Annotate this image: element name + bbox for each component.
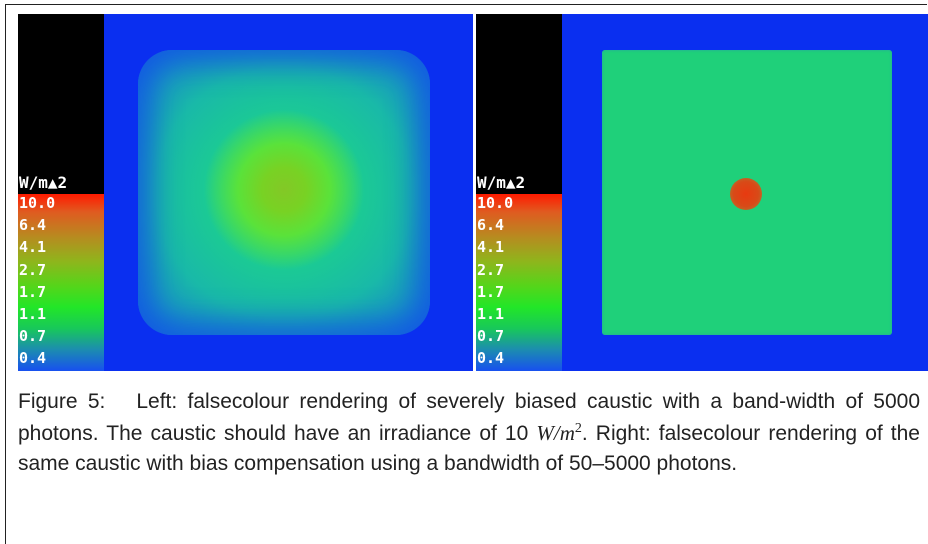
scale-tick: 6.4	[19, 216, 47, 235]
scale-tick-list: 10.0 6.4 4.1 2.7 1.7 1.1 0.7 0.4	[477, 192, 561, 370]
caustic-hotspot	[730, 178, 762, 210]
scale-tick: 0.4	[477, 349, 505, 368]
scale-tick: 0.4	[19, 349, 47, 368]
left-render-panel: W/m▲2 10.0 6.4 4.1 2.7 1.7 1.1 0.7 0.4	[18, 14, 473, 371]
scale-tick: 4.1	[477, 238, 505, 257]
scale-unit-label: W/m▲2	[477, 173, 526, 192]
scale-tick: 10.0	[477, 194, 514, 212]
scale-tick: 2.7	[19, 260, 47, 279]
irradiance-unit-base: W/m	[536, 420, 575, 445]
scale-tick: 1.1	[477, 304, 505, 323]
caption-label: Figure 5:	[18, 390, 106, 413]
color-ramp	[476, 194, 562, 371]
scale-tick: 0.7	[477, 327, 505, 346]
color-scale-legend: W/m▲2 10.0 6.4 4.1 2.7 1.7 1.1 0.7 0.4	[476, 14, 562, 371]
irradiance-unit-exponent: 2	[574, 420, 582, 436]
figure-caption: Figure 5: Left: falsecolour rendering of…	[18, 387, 920, 480]
caption-text-part2: . Right: falsecolour rendering of the sa…	[18, 421, 920, 476]
scale-tick-list: 10.0 6.4 4.1 2.7 1.7 1.1 0.7 0.4	[19, 192, 103, 370]
scale-tick: 1.7	[19, 282, 47, 301]
scale-tick: 10.0	[19, 194, 56, 212]
biased-caustic-render	[138, 50, 430, 335]
scale-tick: 1.7	[477, 282, 505, 301]
color-ramp	[18, 194, 104, 371]
scale-tick: 6.4	[477, 216, 505, 235]
right-render-panel: W/m▲2 10.0 6.4 4.1 2.7 1.7 1.1 0.7 0.4	[476, 14, 928, 371]
scale-unit-label: W/m▲2	[19, 173, 68, 192]
irradiance-unit: W/m2	[536, 421, 582, 445]
scale-tick: 4.1	[19, 238, 47, 257]
scale-tick: 2.7	[477, 260, 505, 279]
scale-tick: 1.1	[19, 304, 47, 323]
figure-frame	[5, 4, 927, 544]
color-scale-legend: W/m▲2 10.0 6.4 4.1 2.7 1.7 1.1 0.7 0.4	[18, 14, 104, 371]
scale-tick: 0.7	[19, 327, 47, 346]
caption-text-part1: Left: falsecolour rendering of severely …	[18, 390, 921, 445]
